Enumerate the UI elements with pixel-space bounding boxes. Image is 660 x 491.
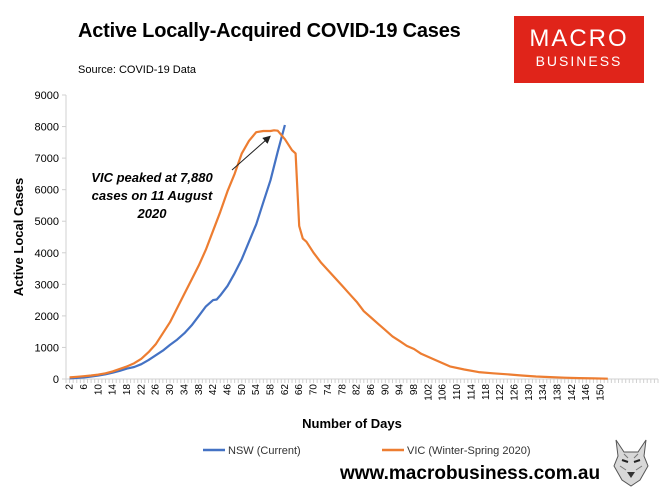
wolf-icon	[610, 436, 652, 488]
legend-label-nsw: NSW (Current)	[228, 445, 301, 457]
chart-series	[69, 124, 608, 380]
x-tick-label: 138	[553, 384, 564, 401]
x-tick-label: 2	[65, 384, 76, 390]
x-tick-label: 118	[481, 384, 492, 400]
x-tick-label: 86	[366, 384, 377, 396]
y-tick-label: 3000	[35, 279, 59, 291]
x-tick-label: 10	[93, 384, 104, 396]
x-tick-label: 38	[194, 384, 205, 396]
x-tick-label: 34	[179, 384, 190, 396]
x-tick-label: 62	[280, 384, 291, 396]
x-tick-label: 14	[108, 384, 119, 396]
x-tick-label: 106	[438, 384, 449, 401]
y-tick-label: 1000	[35, 342, 59, 354]
x-tick-label: 130	[524, 384, 535, 401]
logo-line-2: BUSINESS	[535, 53, 623, 69]
y-tick-label: 5000	[35, 216, 59, 228]
x-tick-label: 142	[567, 384, 578, 401]
y-tick-label: 9000	[35, 90, 59, 102]
x-tick-label: 110	[452, 384, 463, 400]
chart-annotation: VIC peaked at 7,880 cases on 11 August 202…	[91, 135, 271, 221]
x-tick-label: 90	[380, 384, 391, 396]
x-tick-label: 18	[122, 384, 133, 396]
chart-legend: NSW (Current) VIC (Winter-Spring 2020)	[203, 445, 531, 457]
x-tick-label: 58	[266, 384, 277, 396]
x-tick-label: 126	[509, 384, 520, 401]
y-axis-title: Active Local Cases	[11, 178, 26, 297]
x-tick-label: 70	[309, 384, 320, 396]
website-url: www.macrobusiness.com.au	[340, 463, 601, 484]
annotation-arrow	[231, 135, 271, 171]
logo-line-1: MACRO	[529, 25, 629, 52]
macrobusiness-logo: MACRO BUSINESS	[514, 16, 644, 83]
y-tick-label: 7000	[35, 153, 59, 165]
y-tick-label: 0	[53, 374, 59, 386]
x-tick-label: 54	[251, 384, 262, 396]
x-tick-label: 146	[581, 384, 592, 401]
y-tick-label: 2000	[35, 311, 59, 323]
x-tick-label: 22	[136, 384, 147, 396]
chart-source: Source: COVID-19 Data	[78, 64, 196, 76]
x-axis-title: Number of Days	[302, 416, 402, 431]
x-tick-label: 30	[165, 384, 176, 396]
x-tick-label: 26	[151, 384, 162, 396]
x-tick-label: 102	[423, 384, 434, 401]
x-tick-label: 114	[466, 384, 477, 400]
y-tick-label: 4000	[35, 248, 59, 260]
y-tick-label: 6000	[35, 185, 59, 197]
x-tick-label: 46	[222, 384, 233, 396]
legend-label-vic: VIC (Winter-Spring 2020)	[407, 445, 531, 457]
annotation-text: VIC peaked at 7,880 cases on 11 August 202…	[91, 170, 213, 221]
x-tick-label: 150	[596, 384, 607, 401]
x-tick-label: 78	[337, 384, 348, 396]
x-tick-label: 94	[395, 384, 406, 396]
chart-title: Active Locally-Acquired COVID-19 Cases	[78, 20, 461, 42]
x-tick-label: 98	[409, 384, 420, 396]
x-tick-label: 66	[294, 384, 305, 396]
x-tick-label: 42	[208, 384, 219, 396]
y-tick-label: 8000	[35, 122, 59, 134]
x-tick-label: 50	[237, 384, 248, 396]
x-tick-label: 74	[323, 384, 334, 396]
x-tick-label: 134	[538, 384, 549, 401]
series-line-nsw	[69, 124, 286, 380]
series-line-vic	[69, 129, 608, 380]
x-tick-label: 6	[79, 384, 90, 390]
x-tick-label: 82	[352, 384, 363, 396]
x-tick-label: 122	[495, 384, 506, 401]
